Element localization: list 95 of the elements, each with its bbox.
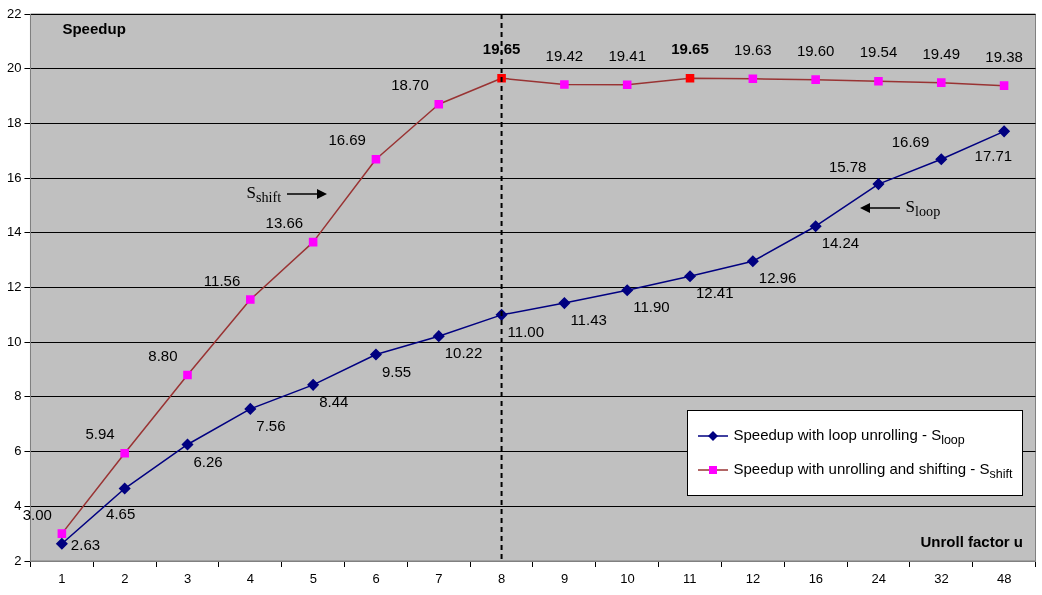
data-label: 9.55 — [381, 362, 412, 380]
data-label: 19.54 — [859, 43, 898, 61]
data-label: 8.80 — [148, 347, 178, 365]
point — [120, 448, 129, 458]
x-tick-label: 6 — [372, 571, 380, 586]
x-axis-title: Unroll factor u — [920, 533, 1024, 550]
legend-label: Speedup with unrolling and shifting - S$_{shift}$ — [733, 459, 1013, 481]
point — [747, 255, 759, 267]
x-tick-label: 3 — [183, 571, 192, 586]
point — [307, 379, 319, 391]
x-tick-label: 4 — [246, 571, 255, 586]
data-label: 11.43 — [570, 311, 607, 329]
x-tick-label: 7 — [435, 571, 443, 586]
annotation: S$_{loop}$ — [904, 196, 941, 221]
x-tick-label: 5 — [309, 571, 317, 586]
point — [244, 403, 257, 415]
point — [181, 438, 194, 451]
point — [370, 348, 382, 361]
point — [936, 78, 946, 87]
annotation: S$_{shift}$ — [246, 183, 283, 207]
x-tick-label: 32 — [934, 571, 949, 586]
data-label: 10.22 — [444, 344, 483, 362]
data-label: 11.90 — [633, 298, 670, 316]
y-tick-label: 18 — [6, 114, 22, 130]
x-tick-label: 8 — [498, 571, 506, 586]
point — [434, 99, 444, 109]
point — [560, 80, 569, 89]
y-tick-label: 6 — [14, 443, 22, 459]
point — [371, 154, 381, 164]
point — [433, 330, 445, 342]
point — [183, 370, 192, 380]
data-label: 6.26 — [193, 452, 223, 470]
y-axis-title: Speedup — [62, 20, 126, 37]
data-label: 13.66 — [265, 214, 304, 232]
data-label: 3.00 — [22, 505, 52, 523]
data-label: 2.63 — [70, 535, 101, 553]
point — [811, 75, 820, 84]
point — [621, 284, 633, 296]
y-tick-label: 16 — [6, 169, 22, 185]
data-label: 19.49 — [922, 44, 961, 62]
point — [809, 220, 822, 232]
point — [748, 74, 758, 84]
data-label: 19.65 — [671, 40, 709, 58]
x-tick-label: 48 — [997, 571, 1012, 586]
data-label: 19.41 — [608, 46, 646, 64]
point — [684, 270, 696, 283]
data-label: 16.69 — [891, 133, 930, 151]
x-tick-label: 12 — [745, 571, 761, 586]
y-tick-label: 4 — [14, 497, 22, 513]
data-label: 19.38 — [985, 47, 1023, 65]
data-label: 19.60 — [796, 41, 835, 59]
point — [935, 153, 948, 165]
point — [56, 538, 68, 550]
point — [685, 73, 695, 83]
y-tick-label: 8 — [14, 388, 22, 404]
x-tick-label: 16 — [808, 571, 824, 586]
data-label: 18.70 — [391, 76, 429, 94]
data-label: 5.94 — [85, 425, 115, 443]
y-tick-label: 14 — [6, 224, 22, 240]
data-label: 19.42 — [545, 46, 584, 64]
y-tick-label: 22 — [6, 5, 22, 21]
legend-label: Speedup with loop unrolling - S$_{loop}$ — [733, 425, 965, 447]
point — [308, 237, 318, 247]
x-tick-label: 1 — [58, 571, 66, 586]
data-label: 8.44 — [319, 393, 349, 411]
y-tick-label: 2 — [14, 552, 22, 568]
x-tick-label: 11 — [683, 571, 697, 586]
point — [999, 81, 1009, 90]
x-tick-label: 9 — [560, 571, 569, 586]
data-label: 17.71 — [974, 147, 1013, 165]
data-label: 19.63 — [734, 40, 772, 58]
point — [872, 178, 885, 190]
data-label: 15.78 — [828, 158, 867, 176]
y-tick-label: 10 — [6, 333, 22, 349]
data-label: 11.00 — [507, 322, 545, 340]
data-label: 4.65 — [106, 504, 136, 522]
point — [118, 482, 131, 495]
data-label: 19.65 — [482, 40, 521, 58]
point — [558, 297, 571, 309]
x-tick-label: 2 — [121, 571, 129, 586]
data-label: 12.96 — [758, 269, 797, 287]
point — [57, 529, 67, 538]
data-label: 14.24 — [821, 234, 860, 252]
x-tick-label: 10 — [620, 571, 635, 586]
x-tick-label: 24 — [871, 571, 886, 586]
data-label: 7.56 — [256, 417, 286, 435]
y-tick-label: 12 — [6, 279, 22, 295]
y-tick-label: 20 — [6, 60, 22, 76]
data-label: 11.56 — [203, 271, 241, 289]
point — [998, 125, 1010, 138]
data-label: 16.69 — [328, 131, 366, 149]
data-label: 12.41 — [696, 284, 734, 302]
point — [874, 77, 883, 86]
point — [246, 295, 255, 304]
point — [622, 80, 632, 90]
